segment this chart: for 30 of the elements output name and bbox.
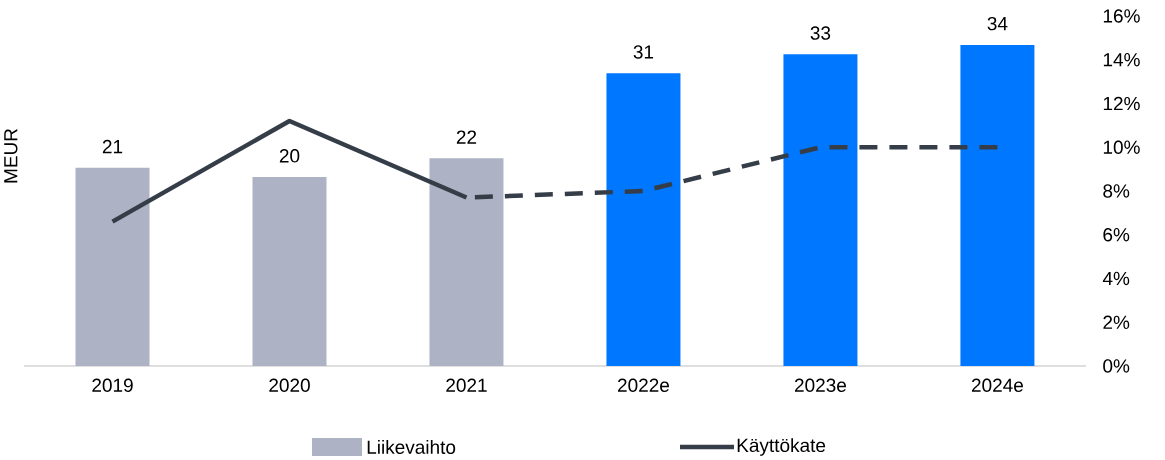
y2-tick-label: 0% <box>1103 359 1130 373</box>
bar <box>429 158 504 366</box>
y2-tick-label: 2% <box>1103 315 1130 329</box>
x-tick-label: 2020 <box>269 378 310 392</box>
bar <box>783 54 858 366</box>
bar <box>75 167 150 366</box>
bar <box>606 73 681 366</box>
data-label: 21 <box>102 139 123 154</box>
data-label: 20 <box>279 149 300 163</box>
x-tick-label: 2019 <box>92 378 133 392</box>
data-label: 31 <box>633 45 654 59</box>
y2-tick-label: 10% <box>1103 140 1140 154</box>
y-axis-title: MEUR <box>4 128 18 183</box>
y2-tick-label: 6% <box>1103 228 1130 242</box>
legend-label: Liikevaihto <box>367 440 456 454</box>
y2-tick-label: 12% <box>1103 96 1140 111</box>
x-tick-label: 2024e <box>971 378 1023 392</box>
y2-tick-label: 8% <box>1103 184 1130 198</box>
x-tick-label: 2022e <box>618 378 670 392</box>
legend-label: Käyttökate <box>737 438 826 456</box>
y2-tick-label: 14% <box>1103 53 1140 67</box>
bar <box>960 44 1035 366</box>
data-label: 34 <box>987 16 1008 31</box>
data-label: 22 <box>456 130 477 144</box>
y2-tick-label: 16% <box>1103 9 1140 23</box>
x-tick-label: 2023e <box>794 378 846 392</box>
data-label: 33 <box>810 26 831 40</box>
y2-tick-label: 4% <box>1102 271 1130 286</box>
bar <box>252 177 327 366</box>
x-tick-label: 2021 <box>446 378 487 392</box>
